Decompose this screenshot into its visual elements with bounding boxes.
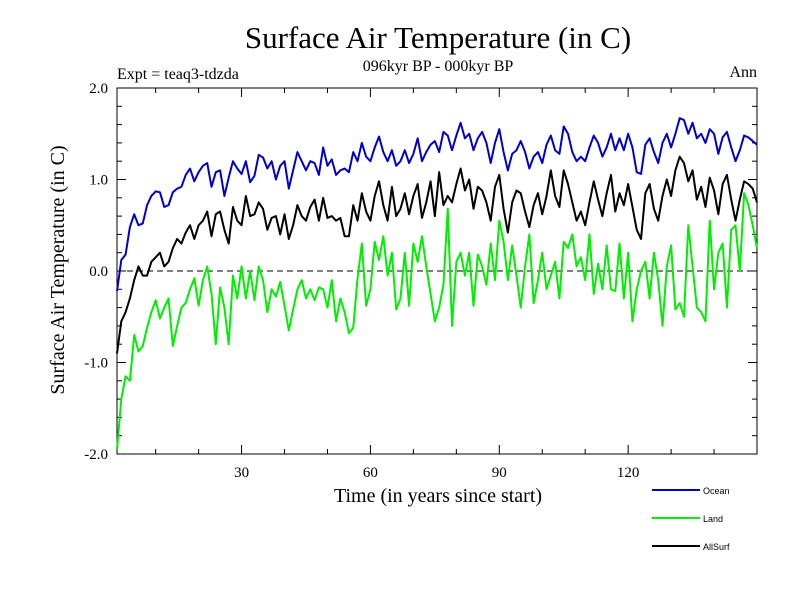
series-lines (116, 117, 758, 450)
x-tick-label: 90 (492, 465, 507, 481)
y-tick-label: -2.0 (84, 447, 108, 463)
series-line-ocean (116, 117, 758, 292)
y-axis-label: Surface Air Temperature (in C) (47, 145, 69, 394)
axis-ticks (117, 87, 758, 455)
axis-tick-labels: 30 60 90 120 -2.0 -1.0 0.0 1.0 2.0 (84, 81, 639, 481)
y-tick-label: 0.0 (89, 264, 108, 280)
legend-label-land: Land (703, 514, 723, 524)
series-line-land (116, 192, 758, 450)
y-tick-label: 1.0 (89, 173, 108, 189)
y-tick-label: -1.0 (84, 356, 108, 372)
x-tick-label: 120 (617, 465, 640, 481)
chart-subtitle: 096kyr BP - 000kyr BP (363, 58, 514, 75)
y-tick-label: 2.0 (89, 81, 108, 97)
legend: Ocean Land AllSurf (652, 486, 730, 552)
x-tick-label: 30 (234, 465, 249, 481)
series-line-allsurf (116, 155, 758, 354)
season-label: Ann (729, 64, 757, 81)
legend-label-ocean: Ocean (703, 486, 730, 496)
experiment-label: Expt = teaq3-tdzda (117, 66, 239, 83)
x-tick-label: 60 (363, 465, 378, 481)
legend-label-allsurf: AllSurf (703, 542, 730, 552)
chart-title: Surface Air Temperature (in C) (245, 20, 631, 55)
x-axis-label: Time (in years since start) (334, 485, 542, 507)
